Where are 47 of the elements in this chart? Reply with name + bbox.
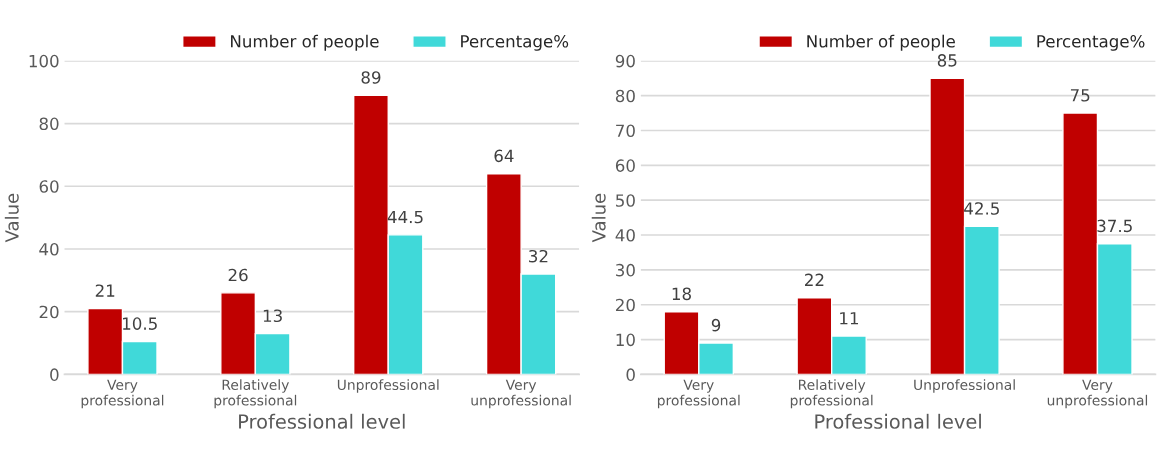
legend-label: Percentage%: [461, 35, 569, 51]
data-label: 21: [95, 284, 115, 297]
y-tick-label: 40: [39, 242, 59, 256]
y-tick-label: 40: [615, 229, 635, 242]
y-tick-label: 100: [29, 54, 59, 68]
y-tick-label: 30: [616, 263, 635, 277]
x-tick-label: Very professional: [81, 379, 164, 409]
data-label: 64: [494, 149, 514, 163]
data-label: 18: [672, 287, 691, 301]
data-label: 32: [529, 249, 548, 263]
y-tick-label: 50: [616, 194, 635, 207]
x-tick-label: Relatively professional: [790, 379, 873, 409]
y-tick-label: 70: [616, 124, 635, 138]
data-label: 9: [711, 318, 721, 332]
legend-label: Number of people: [231, 34, 379, 51]
y-tick-label: 20: [615, 298, 635, 312]
y-tick-label: 60: [615, 159, 635, 172]
data-label: 13: [263, 309, 282, 323]
data-label: 85: [937, 54, 957, 67]
y-tick-label: 90: [615, 54, 635, 68]
x-axis-title: Professional level: [815, 413, 981, 429]
y-tick-label: 0: [50, 368, 59, 381]
y-tick-label: 80: [39, 117, 59, 131]
data-label: 75: [1070, 89, 1090, 102]
x-tick-label: Unprofessional: [914, 379, 1015, 393]
y-tick-label: 0: [626, 368, 635, 381]
y-axis-title: Value: [4, 193, 19, 243]
y-tick-label: 80: [615, 89, 635, 103]
x-axis-title: Professional level: [239, 413, 405, 429]
x-tick-label: Unprofessional: [337, 379, 439, 393]
x-tick-label: Relatively professional: [214, 379, 297, 409]
y-tick-label: 20: [39, 305, 59, 319]
y-tick-label: 10: [616, 333, 635, 347]
data-label: 26: [228, 268, 248, 282]
data-label: 11: [840, 312, 859, 325]
legend-label: Percentage%: [1037, 35, 1145, 51]
data-label: 22: [805, 273, 824, 286]
x-tick-label: Very professional: [657, 379, 740, 409]
y-tick-label: 60: [39, 180, 59, 193]
data-label: 10.5: [123, 317, 157, 330]
data-label: 42.5: [964, 202, 999, 215]
x-tick-label: Very unprofessional: [1047, 379, 1148, 409]
data-label: 89: [361, 71, 381, 84]
data-label: 37.5: [1097, 219, 1132, 233]
x-tick-label: Very unprofessional: [471, 379, 571, 409]
legend-label: Number of people: [807, 34, 955, 51]
y-axis-title: Value: [591, 193, 606, 243]
